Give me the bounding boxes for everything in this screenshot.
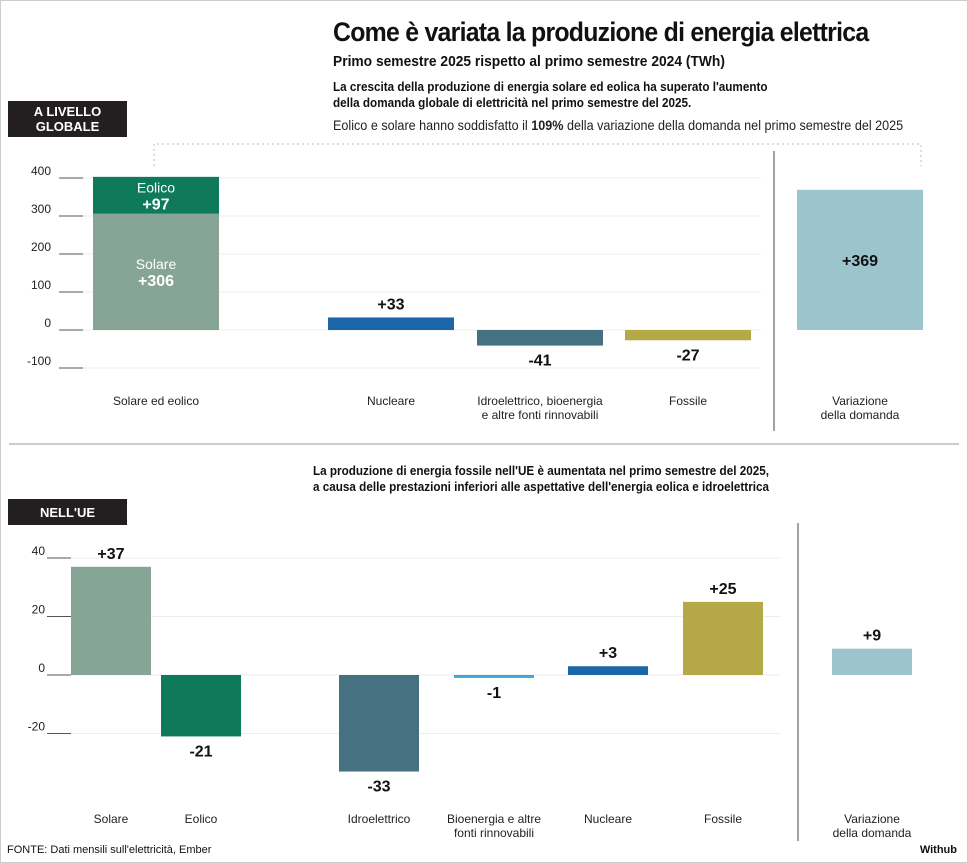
category-label: Variazione [844,812,900,826]
category-label: Fossile [704,812,742,826]
eu-lead-line-2: a causa delle prestazioni inferiori alle… [313,479,770,494]
y-tick-label: 200 [31,240,51,254]
bar [797,189,923,330]
category-label: Fossile [669,394,707,408]
dotted-connector [153,143,922,166]
bar-value-label: +33 [377,296,404,313]
bar [339,675,419,772]
bar [454,675,534,678]
category-label: Eolico [185,812,218,826]
category-label: Solare [94,812,129,826]
bar [477,330,603,346]
y-tick-label: -100 [27,354,51,368]
category-label: Idroelettrico [348,812,411,826]
bar [683,601,763,675]
category-label: fonti rinnovabili [454,826,534,840]
category-label: Nucleare [584,812,632,826]
segment-name: Eolico [137,179,175,195]
bar [71,566,151,675]
eu-lead-line-1: La produzione di energia fossile nell'UE… [313,463,769,478]
tag-global: A LIVELLO GLOBALE [8,101,127,137]
y-tick-label: 100 [31,278,51,292]
global-note: Eolico e solare hanno soddisfatto il 109… [333,117,903,133]
chart-title: Come è variata la produzione di energia … [333,17,869,47]
tag-eu: NELL'UE [8,499,127,525]
global-lead-line-2: della domanda globale di elettricità nel… [333,95,692,110]
bar [625,330,751,341]
bar-value-label: +25 [709,581,736,598]
category-label: della domanda [821,408,900,422]
bar-value-label: +369 [842,253,878,270]
category-label: Idroelettrico, bioenergia [477,394,603,408]
category-label: Bioenergia e altre [447,812,541,826]
bar-segment-eolico [93,176,219,214]
category-label: della domanda [833,826,912,840]
bar [832,648,912,675]
segment-value-label: +306 [138,273,174,290]
bar-value-label: -41 [528,353,551,370]
segment-value-label: +97 [142,196,169,213]
global-lead-line-1: La crescita della produzione di energia … [333,79,768,94]
bar-value-label: +37 [97,546,124,563]
credit: Withub [919,844,957,856]
y-tick-label: 0 [44,316,51,330]
chart-subtitle: Primo semestre 2025 rispetto al primo se… [333,53,725,70]
category-label: e altre fonti rinnovabili [482,408,599,422]
bar [328,317,454,330]
y-tick-label: 0 [38,661,45,675]
y-tick-label: 400 [31,164,51,178]
bar-value-label: -21 [189,743,212,760]
bar-value-label: +9 [863,628,881,645]
section-divider [9,443,959,445]
note-text: Eolico e solare hanno soddisfatto il [333,117,532,133]
bar [568,666,648,675]
note-text-end: della variazione della domanda nel primo… [563,117,904,133]
category-label: Variazione [832,394,888,408]
bar-segment-solare [93,213,219,330]
bar-value-label: -27 [676,347,699,364]
tag-global-line-2: GLOBALE [35,119,100,134]
segment-name: Solare [136,256,177,272]
note-percent: 109% [531,117,564,133]
bar-value-label: -1 [487,685,501,702]
bar-value-label: -33 [367,779,390,796]
bar-value-label: +3 [599,645,617,662]
tag-global-line-1: A LIVELLO [33,104,102,119]
y-tick-label: 300 [31,202,51,216]
y-tick-label: 20 [32,603,46,617]
category-label: Solare ed eolico [113,394,199,408]
category-label: Nucleare [367,394,415,408]
bar [161,675,241,737]
y-tick-label: -20 [28,720,46,734]
y-tick-label: 40 [32,544,46,558]
source-note: FONTE: Dati mensili sull'elettricità, Em… [7,844,212,856]
